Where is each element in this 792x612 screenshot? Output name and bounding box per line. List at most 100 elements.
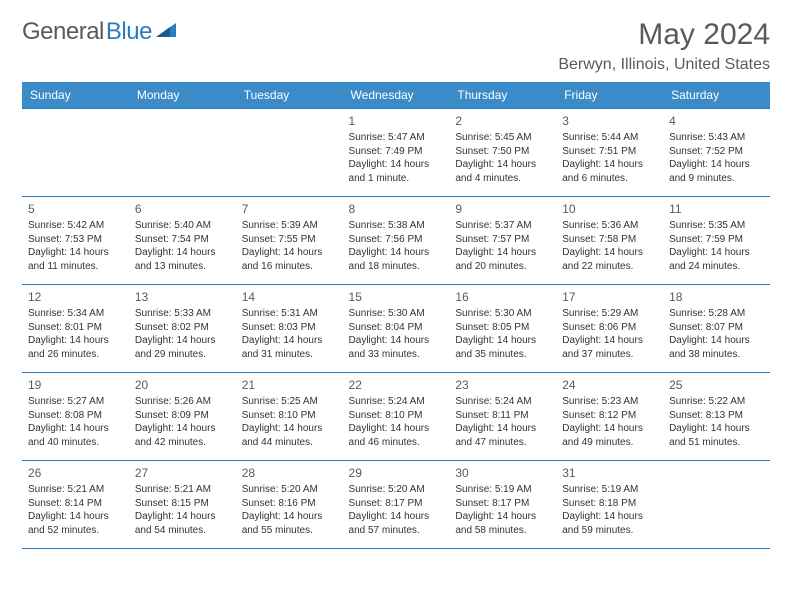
sunrise-text: Sunrise: 5:42 AM	[28, 219, 123, 233]
daylight-text: Daylight: 14 hours and 11 minutes.	[28, 246, 123, 273]
calendar-header-row: SundayMondayTuesdayWednesdayThursdayFrid…	[22, 82, 770, 109]
day-number: 15	[349, 289, 444, 305]
daylight-text: Daylight: 14 hours and 1 minute.	[349, 158, 444, 185]
day-number: 30	[455, 465, 550, 481]
calendar-day-cell: 16 Sunrise: 5:30 AMSunset: 8:05 PMDayligh…	[449, 285, 556, 373]
daylight-text: Daylight: 14 hours and 47 minutes.	[455, 422, 550, 449]
day-number: 24	[562, 377, 657, 393]
day-number: 8	[349, 201, 444, 217]
sunrise-text: Sunrise: 5:37 AM	[455, 219, 550, 233]
calendar-empty-cell	[663, 461, 770, 549]
daylight-text: Daylight: 14 hours and 6 minutes.	[562, 158, 657, 185]
sunset-text: Sunset: 7:55 PM	[242, 233, 337, 247]
day-number: 4	[669, 113, 764, 129]
day-number: 18	[669, 289, 764, 305]
calendar-week-row: 26 Sunrise: 5:21 AMSunset: 8:14 PM Dayligh…	[22, 461, 770, 549]
sunset-text: Sunset: 8:17 PM	[349, 497, 444, 511]
sunrise-text: Sunrise: 5:44 AM	[562, 131, 657, 145]
calendar-day-cell: 20Sunrise: 5:26 AMSunset: 8:09 PMDayligh…	[129, 373, 236, 461]
brand-text-1: General	[22, 18, 104, 46]
day-number: 28	[242, 465, 337, 481]
day-number: 19	[28, 377, 123, 393]
daylight-text: Daylight: 14 hours and 9 minutes.	[669, 158, 764, 185]
sunset-text: Sunset: 8:06 PM	[562, 321, 657, 335]
daylight-text: Daylight: 14 hours and 37 minutes.	[562, 334, 657, 361]
sunset-text: Sunset: 8:18 PM	[562, 497, 657, 511]
sunrise-text: Sunrise: 5:29 AM	[562, 307, 657, 321]
sunrise-text: Sunrise: 5:24 AM	[455, 395, 550, 409]
daylight-text: Daylight: 14 hours and 49 minutes.	[562, 422, 657, 449]
sunrise-text: Sunrise: 5:45 AM	[455, 131, 550, 145]
day-number: 1	[349, 113, 444, 129]
day-number: 23	[455, 377, 550, 393]
sunrise-text: Sunrise: 5:31 AM	[242, 307, 337, 321]
calendar-week-row: 12Sunrise: 5:34 AMSunset: 8:01 PMDayligh…	[22, 285, 770, 373]
daylight-text: Daylight: 14 hours and 55 minutes.	[242, 510, 337, 537]
weekday-header: Tuesday	[236, 82, 343, 109]
calendar-day-cell: 24Sunrise: 5:23 AMSunset: 8:12 PMDayligh…	[556, 373, 663, 461]
day-number: 11	[669, 201, 764, 217]
sunrise-text: Sunrise: 5:19 AM	[455, 483, 550, 497]
sunset-text: Sunset: 7:58 PM	[562, 233, 657, 247]
calendar-day-cell: 28 Sunrise: 5:20 AMSunset: 8:16 PMDayligh…	[236, 461, 343, 549]
sunrise-text: Sunrise: 5:30 AM	[455, 307, 550, 321]
day-number: 31	[562, 465, 657, 481]
sunset-text: Sunset: 8:09 PM	[135, 409, 230, 423]
calendar-day-cell: 1Sunrise: 5:47 AMSunset: 7:49 PMDaylight…	[343, 109, 450, 197]
calendar-day-cell: 23Sunrise: 5:24 AMSunset: 8:11 PMDayligh…	[449, 373, 556, 461]
sunset-text: Sunset: 8:04 PM	[349, 321, 444, 335]
sunset-text: Sunset: 7:53 PM	[28, 233, 123, 247]
calendar-day-cell: 31Sunrise: 5:19 AMSunset: 8:18 PMDayligh…	[556, 461, 663, 549]
day-number: 29	[349, 465, 444, 481]
sunrise-text: Sunrise: 5:35 AM	[669, 219, 764, 233]
sunset-text: Sunset: 8:16 PM	[242, 497, 337, 511]
sunset-text: Sunset: 8:13 PM	[669, 409, 764, 423]
sunset-text: Sunset: 8:17 PM	[455, 497, 550, 511]
day-number: 21	[242, 377, 337, 393]
day-number: 22	[349, 377, 444, 393]
calendar-day-cell: 29Sunrise: 5:20 AMSunset: 8:17 PMDayligh…	[343, 461, 450, 549]
calendar-day-cell: 6Sunrise: 5:40 AMSunset: 7:54 PMDaylight…	[129, 197, 236, 285]
sunrise-text: Sunrise: 5:26 AM	[135, 395, 230, 409]
daylight-text: Daylight: 14 hours and 59 minutes.	[562, 510, 657, 537]
day-number: 16	[455, 289, 550, 305]
calendar-body: 1Sunrise: 5:47 AMSunset: 7:49 PMDaylight…	[22, 109, 770, 549]
calendar-day-cell: 2Sunrise: 5:45 AMSunset: 7:50 PMDaylight…	[449, 109, 556, 197]
calendar-week-row: 5Sunrise: 5:42 AMSunset: 7:53 PMDaylight…	[22, 197, 770, 285]
calendar-table: SundayMondayTuesdayWednesdayThursdayFrid…	[22, 82, 770, 549]
sunrise-text: Sunrise: 5:36 AM	[562, 219, 657, 233]
day-number: 17	[562, 289, 657, 305]
daylight-text: Daylight: 14 hours and 40 minutes.	[28, 422, 123, 449]
calendar-day-cell: 17 Sunrise: 5:29 AMSunset: 8:06 PMDayligh…	[556, 285, 663, 373]
calendar-day-cell: 18Sunrise: 5:28 AMSunset: 8:07 PMDayligh…	[663, 285, 770, 373]
sunset-text: Sunset: 8:14 PM	[28, 497, 123, 511]
calendar-day-cell: 9Sunrise: 5:37 AMSunset: 7:57 PMDaylight…	[449, 197, 556, 285]
sunset-text: Sunset: 8:15 PM	[135, 497, 230, 511]
calendar-day-cell: 26Sunrise: 5:21 AMSunset: 8:14 PMDayligh…	[22, 461, 129, 549]
weekday-header: Sunday	[22, 82, 129, 109]
calendar-day-cell: 14Sunrise: 5:31 AMSunset: 8:03 PMDayligh…	[236, 285, 343, 373]
sunrise-text: Sunrise: 5:20 AM	[242, 483, 337, 497]
daylight-text: Daylight: 14 hours and 16 minutes.	[242, 246, 337, 273]
calendar-day-cell: 11Sunrise: 5:35 AMSunset: 7:59 PMDayligh…	[663, 197, 770, 285]
brand-text-2: Blue	[106, 18, 152, 46]
daylight-text: Daylight: 14 hours and 44 minutes.	[242, 422, 337, 449]
daylight-text: Daylight: 14 hours and 38 minutes.	[669, 334, 764, 361]
daylight-text: Daylight: 14 hours and 22 minutes.	[562, 246, 657, 273]
calendar-day-cell: 21Sunrise: 5:25 AMSunset: 8:10 PMDayligh…	[236, 373, 343, 461]
day-number: 6	[135, 201, 230, 217]
sunset-text: Sunset: 7:56 PM	[349, 233, 444, 247]
weekday-header: Thursday	[449, 82, 556, 109]
day-number: 26	[28, 465, 123, 481]
sunrise-text: Sunrise: 5:28 AM	[669, 307, 764, 321]
day-number: 10	[562, 201, 657, 217]
sunrise-text: Sunrise: 5:22 AM	[669, 395, 764, 409]
calendar-empty-cell	[22, 109, 129, 197]
sunset-text: Sunset: 7:50 PM	[455, 145, 550, 159]
sunrise-text: Sunrise: 5:21 AM	[28, 483, 123, 497]
sunset-text: Sunset: 8:03 PM	[242, 321, 337, 335]
sunrise-text: Sunrise: 5:47 AM	[349, 131, 444, 145]
sunset-text: Sunset: 8:05 PM	[455, 321, 550, 335]
day-number: 25	[669, 377, 764, 393]
daylight-text: Daylight: 14 hours and 35 minutes.	[455, 334, 550, 361]
